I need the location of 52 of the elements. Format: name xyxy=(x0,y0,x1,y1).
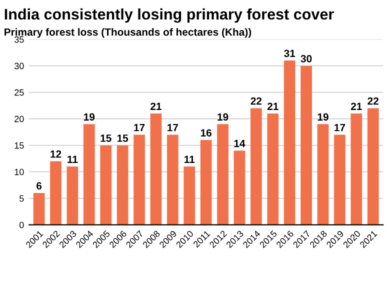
bar xyxy=(300,66,312,225)
bar xyxy=(184,166,196,225)
data-label: 15 xyxy=(100,134,112,142)
bar xyxy=(83,124,95,225)
data-label: 21 xyxy=(350,102,362,110)
y-tick-label: 35 xyxy=(14,36,24,43)
y-tick-label: 20 xyxy=(14,116,24,122)
y-tick-label: 25 xyxy=(14,89,24,96)
bar xyxy=(33,193,45,225)
data-label: 6 xyxy=(36,182,42,190)
data-label: 12 xyxy=(50,150,62,158)
bar xyxy=(284,60,296,225)
y-tick-label: 5 xyxy=(20,195,24,202)
data-label: 30 xyxy=(300,55,312,62)
bar xyxy=(134,134,145,225)
data-label: 17 xyxy=(334,124,346,132)
data-label: 11 xyxy=(68,156,78,163)
bar xyxy=(50,161,62,225)
data-label: 11 xyxy=(184,156,195,163)
bar xyxy=(66,166,78,225)
bar xyxy=(317,124,329,225)
bar xyxy=(334,134,346,225)
y-tick-label: 30 xyxy=(14,62,24,70)
y-tick-label: 10 xyxy=(14,168,24,176)
bar xyxy=(250,108,262,225)
bar xyxy=(100,145,112,225)
bar xyxy=(267,114,279,225)
y-tick-label: 15 xyxy=(14,142,24,149)
data-label: 19 xyxy=(318,113,328,121)
data-label: 14 xyxy=(234,140,246,148)
data-label: 21 xyxy=(267,102,278,110)
bar xyxy=(166,134,178,225)
data-label: 16 xyxy=(200,129,212,137)
data-label: 22 xyxy=(368,97,378,105)
data-label: 19 xyxy=(218,113,228,121)
chart-title: India consistently losing primary forest cover xyxy=(4,8,334,23)
bar xyxy=(234,150,246,225)
data-label: 15 xyxy=(117,134,128,142)
bar xyxy=(217,124,228,225)
bar xyxy=(367,108,379,225)
data-label: 17 xyxy=(134,124,145,132)
data-label: 19 xyxy=(84,113,95,121)
bar xyxy=(150,114,162,225)
bar xyxy=(350,114,362,225)
y-tick-label: 0 xyxy=(19,222,24,228)
data-label: 31 xyxy=(284,50,296,58)
data-label: 22 xyxy=(250,97,262,105)
bar xyxy=(200,140,212,225)
y-axis-title: Primary forest loss (Thousands of hectares (Kha)) xyxy=(4,28,252,38)
data-label: 21 xyxy=(150,102,162,110)
data-label: 17 xyxy=(168,124,178,132)
bar xyxy=(116,145,128,225)
